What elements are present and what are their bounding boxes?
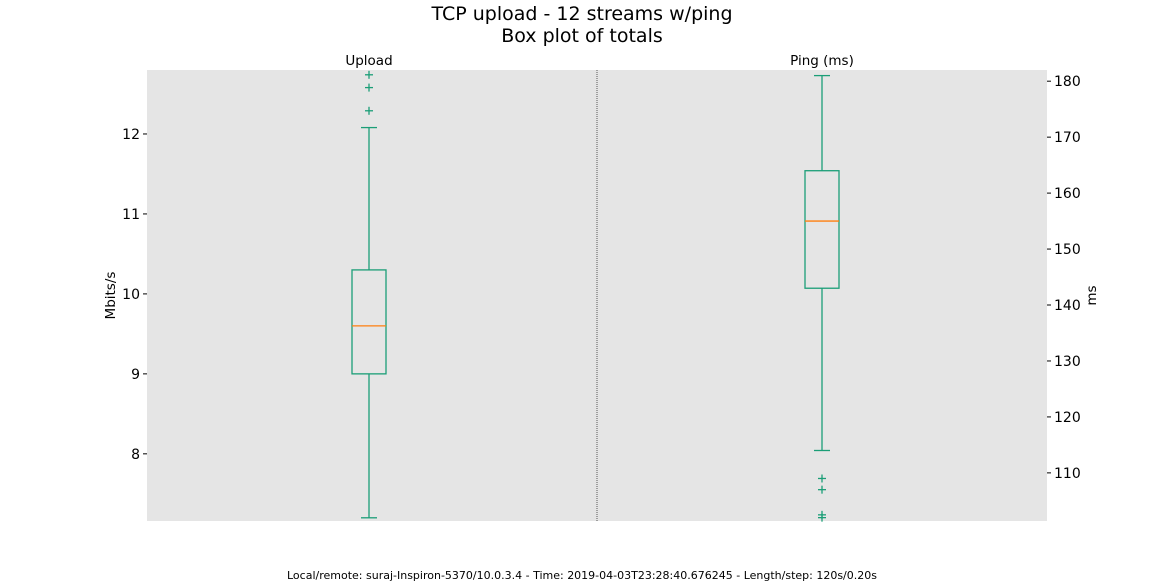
outlier-marker bbox=[365, 83, 373, 92]
y-tick-label: 8 bbox=[131, 447, 140, 463]
y-axis-label: ms bbox=[1084, 285, 1100, 305]
y-tick-label: 160 bbox=[1054, 186, 1081, 202]
chart-title-line-1: TCP upload - 12 streams w/ping bbox=[430, 3, 732, 25]
y-tick-label: 180 bbox=[1054, 74, 1081, 90]
iqr-box bbox=[804, 170, 840, 289]
y-tick-label: 150 bbox=[1054, 242, 1081, 258]
y-tick-label: 140 bbox=[1054, 298, 1081, 314]
panel-ping: Ping (ms) 110 120 130 140 150 160 170 180 ms bbox=[790, 53, 1100, 522]
y-tick-label: 170 bbox=[1054, 130, 1081, 146]
y-tick-label: 11 bbox=[122, 207, 140, 223]
outlier-marker bbox=[818, 474, 826, 483]
outlier-marker bbox=[818, 513, 826, 522]
y-tick-label: 10 bbox=[122, 287, 140, 303]
outlier-marker bbox=[365, 106, 373, 115]
y-axis-label: Mbits/s bbox=[103, 272, 119, 320]
panel-upload: Upload 8 9 10 11 12 Mbits/s bbox=[103, 53, 393, 519]
plot-background bbox=[147, 70, 1047, 521]
plot-area: Upload 8 9 10 11 12 Mbits/s Ping (ms) 110 120 130 1… bbox=[103, 53, 1100, 522]
y-tick-label: 110 bbox=[1054, 466, 1081, 482]
y-tick-label: 9 bbox=[131, 367, 140, 383]
outlier-marker bbox=[818, 485, 826, 494]
iqr-box bbox=[351, 269, 387, 375]
y-tick-label: 12 bbox=[122, 127, 140, 143]
panel-title: Upload bbox=[345, 53, 392, 69]
chart-footer: Local/remote: suraj-Inspiron-5370/10.0.3… bbox=[287, 569, 877, 582]
y-tick-label: 120 bbox=[1054, 410, 1081, 426]
chart-title-line-2: Box plot of totals bbox=[501, 25, 663, 47]
y-tick-label: 130 bbox=[1054, 354, 1081, 370]
outlier-marker bbox=[365, 70, 373, 79]
panel-title: Ping (ms) bbox=[790, 53, 854, 69]
